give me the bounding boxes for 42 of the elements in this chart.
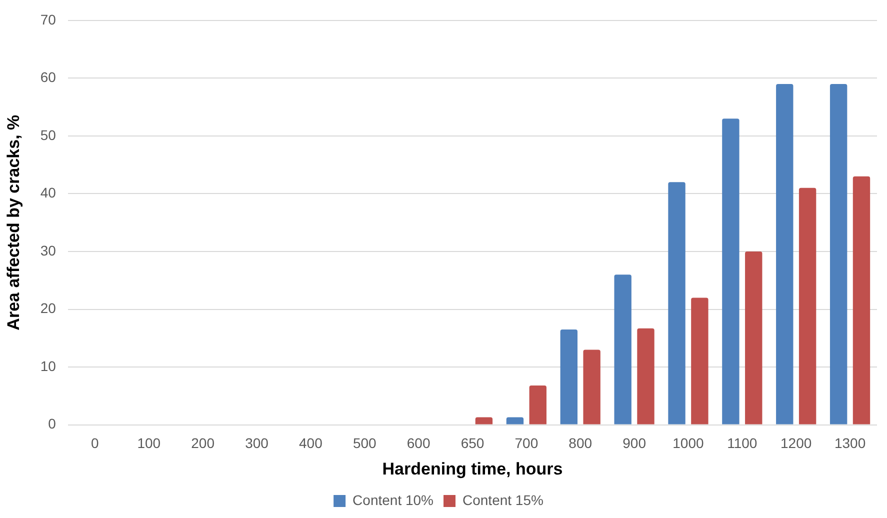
y-tick-label: 0 [48, 416, 56, 432]
y-tick-label: 20 [40, 300, 56, 316]
x-tick-label: 650 [460, 435, 484, 452]
legend-label: Content 10% [352, 492, 434, 508]
bar [475, 417, 493, 424]
x-tick-label: 1300 [834, 435, 866, 452]
bar [776, 84, 794, 424]
y-tick-label: 50 [40, 126, 56, 143]
bar [637, 328, 654, 424]
bar [529, 386, 546, 424]
x-tick-label: 800 [568, 435, 592, 452]
y-tick-label: 40 [40, 184, 56, 201]
bar [798, 188, 816, 424]
y-tick-label: 70 [40, 11, 56, 28]
bar [583, 350, 600, 424]
x-tick-label: 600 [406, 435, 430, 452]
bar [852, 176, 870, 424]
x-tick-label: 0 [91, 435, 100, 452]
x-tick-label: 500 [352, 435, 377, 452]
legend-label: Content 15% [462, 492, 544, 508]
x-tick-label: 200 [191, 435, 215, 452]
x-tick-label: 900 [622, 435, 646, 452]
bar [614, 274, 632, 424]
x-tick-label: 700 [514, 435, 538, 452]
x-tick-label: 300 [245, 435, 269, 452]
y-tick-label: 30 [40, 242, 56, 258]
y-tick-label: 60 [40, 69, 56, 86]
x-tick-label: 1000 [672, 435, 704, 452]
bar [722, 118, 740, 424]
bar [668, 182, 686, 424]
x-axis-title: Hardening time, hours [382, 459, 563, 478]
x-tick-label: 100 [137, 435, 161, 452]
bar [830, 84, 848, 424]
x-tick-label: 1200 [780, 435, 812, 452]
y-tick-label: 10 [40, 358, 56, 374]
bar [745, 251, 762, 424]
x-tick-label: 400 [299, 435, 323, 452]
bar [560, 329, 578, 424]
bar [691, 298, 708, 424]
bar [506, 417, 524, 424]
x-tick-label: 1100 [727, 435, 758, 452]
y-axis-title: Area affected by cracks, % [4, 114, 23, 330]
